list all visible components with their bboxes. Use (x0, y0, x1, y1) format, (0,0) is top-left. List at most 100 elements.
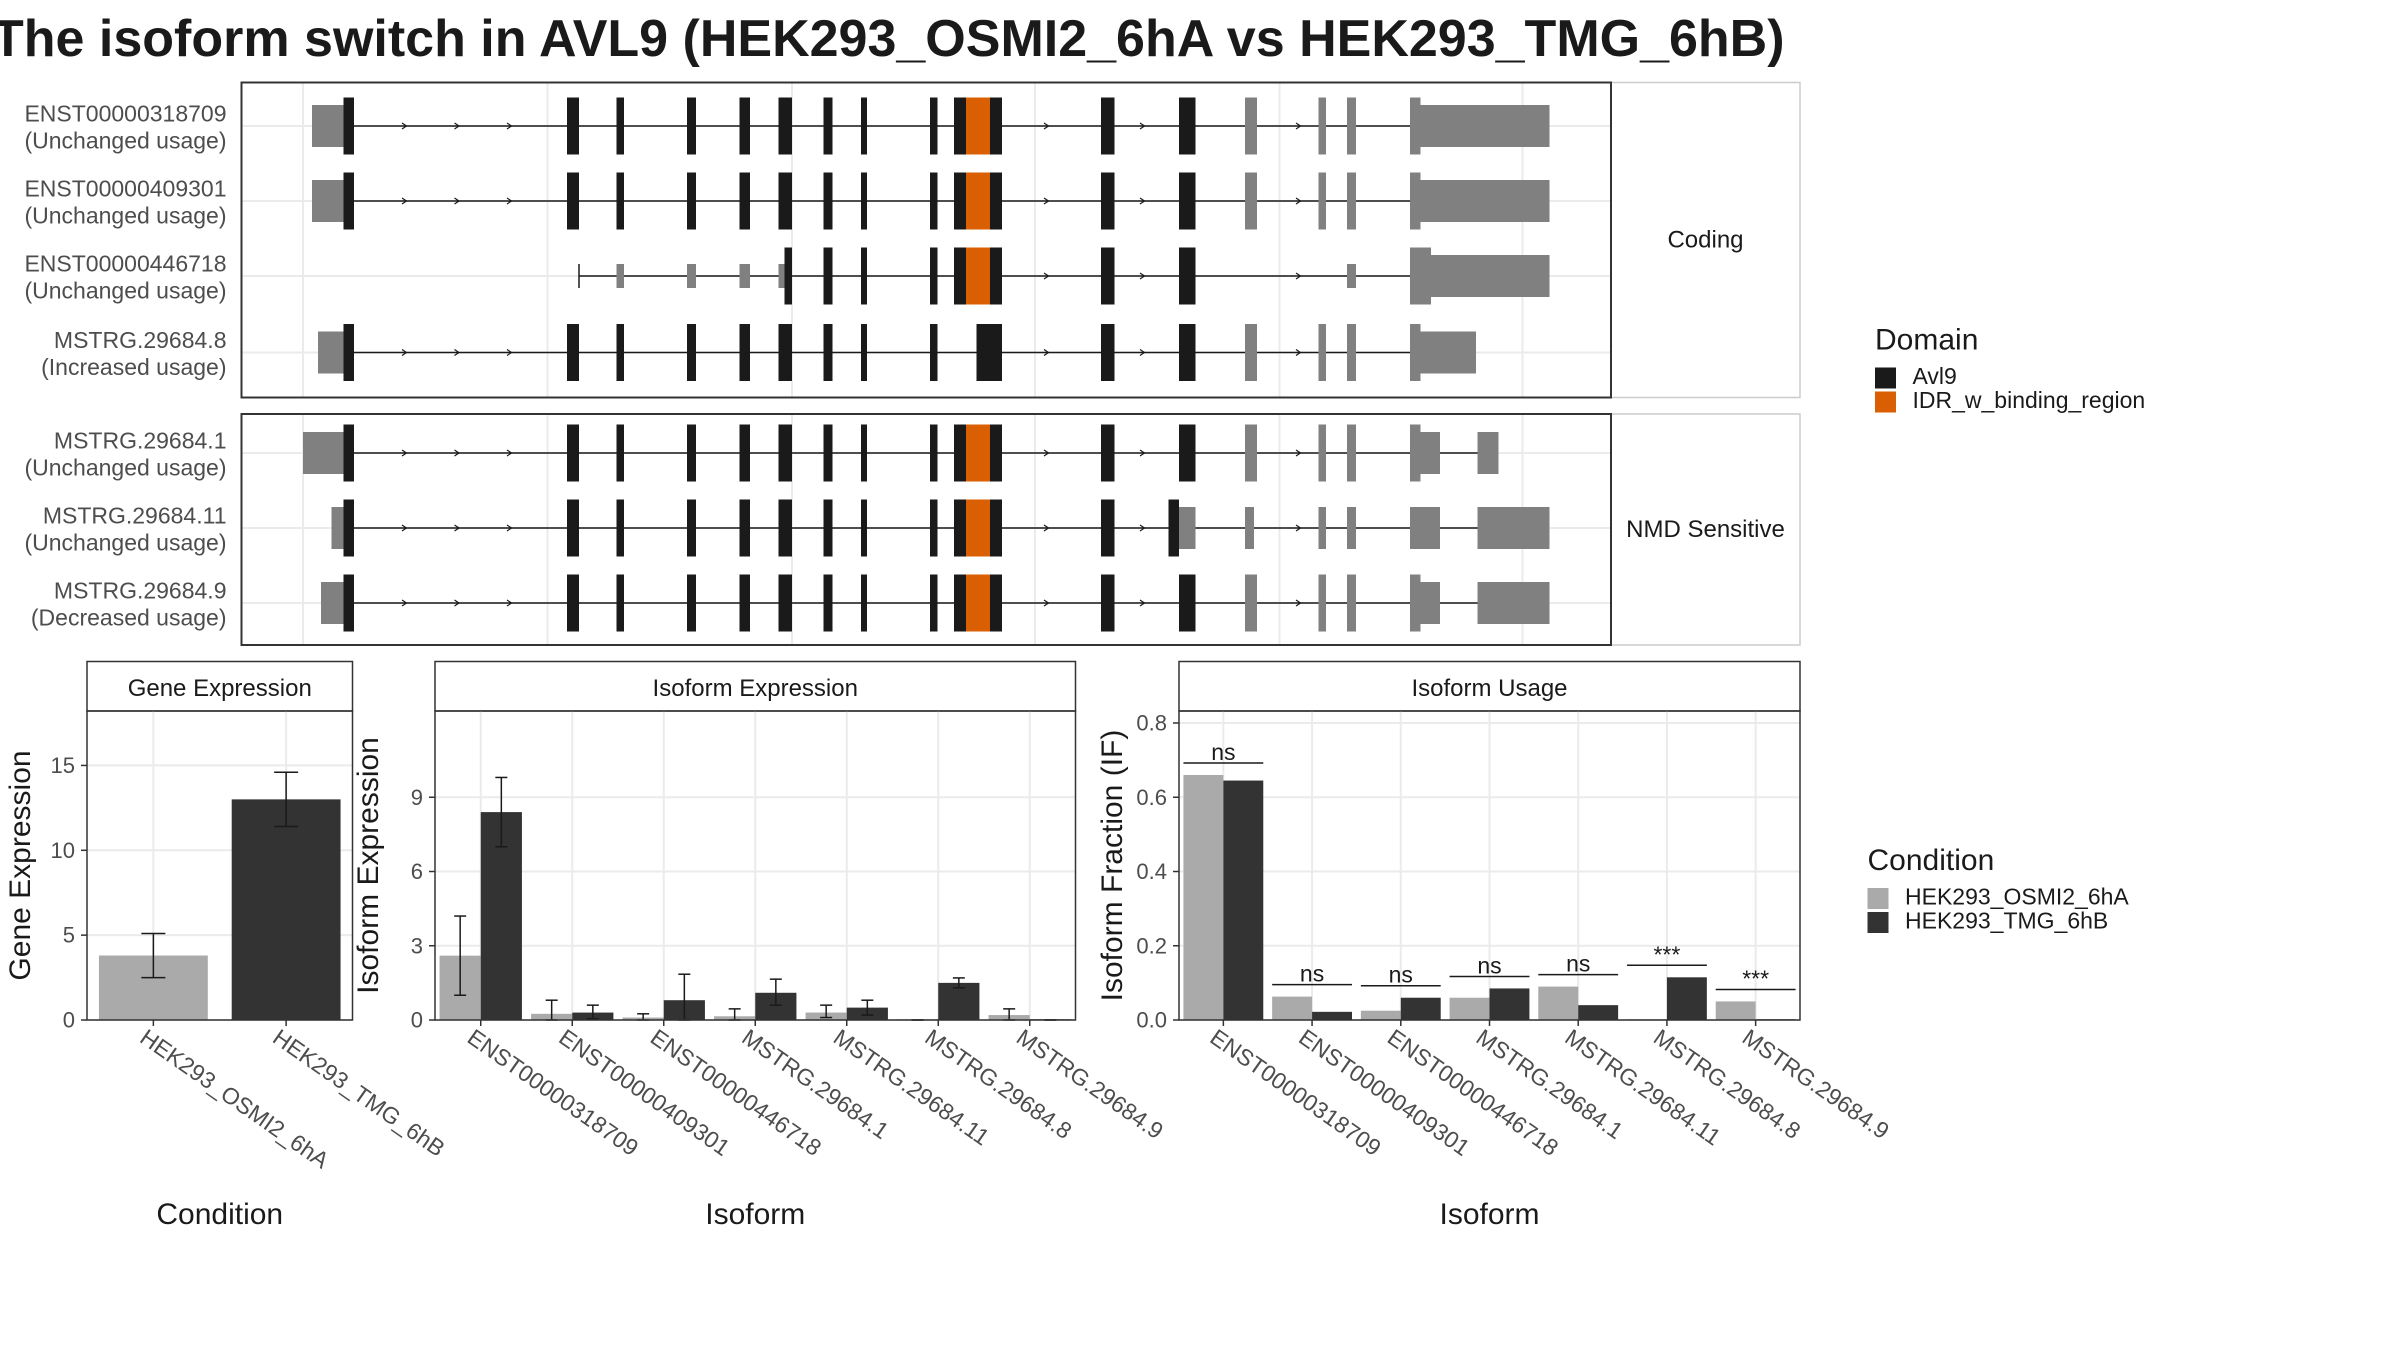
exon-avl9-domain (930, 574, 938, 632)
exon-utr (616, 264, 624, 288)
exon-avl9-domain (616, 424, 624, 482)
exon-avl9-domain (861, 574, 867, 632)
exon-utr (312, 180, 350, 222)
plot-border (1178, 710, 1801, 1021)
y-tick-label: 5 (63, 923, 75, 948)
legend-swatch (1867, 888, 1889, 909)
exon-utr (1347, 172, 1356, 230)
exon-idr-region (966, 499, 990, 557)
direction-arrow (1295, 524, 1302, 532)
y-tick-label: 3 (411, 933, 423, 958)
direction-arrow (1295, 449, 1302, 457)
exon-avl9-domain (1101, 247, 1115, 305)
y-tick-label: 10 (51, 838, 75, 863)
exon-avl9-domain (567, 499, 579, 557)
direction-arrow (506, 599, 513, 607)
legend-label: Avl9 (1913, 363, 1957, 389)
exon-avl9-domain (1179, 324, 1196, 381)
direction-arrow (401, 599, 408, 607)
facet-strip (1610, 81, 1801, 399)
direction-arrow (506, 349, 513, 356)
exon-avl9-domain (784, 247, 792, 305)
exon-utr (1477, 507, 1550, 549)
bar (1666, 977, 1707, 1020)
exon-utr (1318, 424, 1326, 482)
domain-legend-title: Domain (1875, 324, 1978, 357)
direction-arrow (1295, 122, 1302, 130)
exon-utr (1318, 97, 1326, 155)
exon-avl9-domain (778, 574, 792, 632)
x-tick-label: MSTRG.29684.9 (1738, 1024, 1894, 1144)
exon-utr (1245, 574, 1257, 632)
exon-utr (303, 432, 350, 474)
exon-avl9-domain (343, 499, 354, 557)
legend-label: HEK293_TMG_6hB (1905, 908, 2108, 934)
exon-avl9-domain (778, 97, 792, 155)
exon-utr (1477, 432, 1499, 474)
exon-utr (312, 105, 350, 147)
direction-arrow (1139, 599, 1146, 607)
direction-arrow (506, 197, 513, 205)
isoform-id-label: MSTRG.29684.8 (54, 327, 227, 353)
direction-arrow (1139, 272, 1146, 280)
condition-legend-title: Condition (1868, 844, 1995, 877)
exon-avl9-domain (976, 324, 1002, 381)
exon-utr (1410, 172, 1421, 230)
direction-arrow (1139, 197, 1146, 205)
exon-utr (1347, 507, 1356, 549)
exon-utr (1347, 324, 1356, 381)
y-tick-label: 0.4 (1136, 859, 1167, 884)
exon-avl9-domain (778, 324, 792, 381)
exon-avl9-domain (343, 97, 354, 155)
chart-strip (86, 660, 354, 712)
direction-arrow (1139, 524, 1146, 532)
exon-avl9-domain (930, 424, 938, 482)
exon-utr (1410, 324, 1421, 381)
y-axis-title: Isoform Fraction (IF) (1096, 730, 1129, 1002)
exon-utr (687, 264, 696, 288)
y-tick-label: 6 (411, 859, 423, 884)
chart-panel-title: Isoform Expression (653, 675, 858, 702)
significance-label: ns (1477, 952, 1501, 978)
exon-idr-region (966, 97, 990, 155)
exon-utr (1318, 507, 1326, 549)
legend-label: HEK293_OSMI2_6hA (1905, 884, 2129, 910)
chart-panel-title: Gene Expression (128, 675, 312, 702)
exon-utr (1347, 264, 1356, 288)
exon-avl9-domain (1101, 424, 1115, 482)
exon-avl9-domain (687, 499, 696, 557)
x-axis-title: Condition (156, 1198, 283, 1231)
exon-utr (1347, 424, 1356, 482)
bar (231, 799, 341, 1020)
x-axis-title: Isoform (705, 1198, 805, 1231)
exon-avl9-domain (1179, 172, 1196, 230)
direction-arrow (506, 449, 513, 457)
x-tick-label: ENST00000446718 (646, 1024, 826, 1161)
direction-arrow (1043, 197, 1050, 205)
exon-avl9-domain (739, 499, 750, 557)
exon-utr (1318, 324, 1326, 381)
bar (938, 982, 980, 1020)
exon-utr (1410, 247, 1431, 305)
significance-label: ns (1389, 962, 1413, 988)
exon-avl9-domain (1101, 574, 1115, 632)
direction-arrow (454, 349, 461, 356)
y-tick-label: 0.8 (1136, 711, 1167, 736)
bar (1538, 986, 1579, 1020)
x-tick-label: MSTRG.29684.11 (1560, 1024, 1725, 1151)
exon-utr (1318, 172, 1326, 230)
exon-avl9-domain (930, 97, 938, 155)
structure-panel-bg (241, 414, 1611, 645)
exon-avl9-domain (823, 172, 833, 230)
isoform-id-label: ENST00000318709 (24, 101, 226, 127)
y-tick-label: 0.6 (1136, 785, 1167, 810)
exon-utr (1420, 582, 1440, 624)
y-axis-title: Isoform Expression (352, 737, 385, 994)
legend-label: IDR_w_binding_region (1913, 387, 2146, 413)
structure-panel-bg (241, 82, 1611, 398)
y-tick-label: 0.2 (1136, 933, 1167, 958)
facet-label: Coding (1667, 227, 1743, 254)
exon-avl9-domain (567, 172, 579, 230)
